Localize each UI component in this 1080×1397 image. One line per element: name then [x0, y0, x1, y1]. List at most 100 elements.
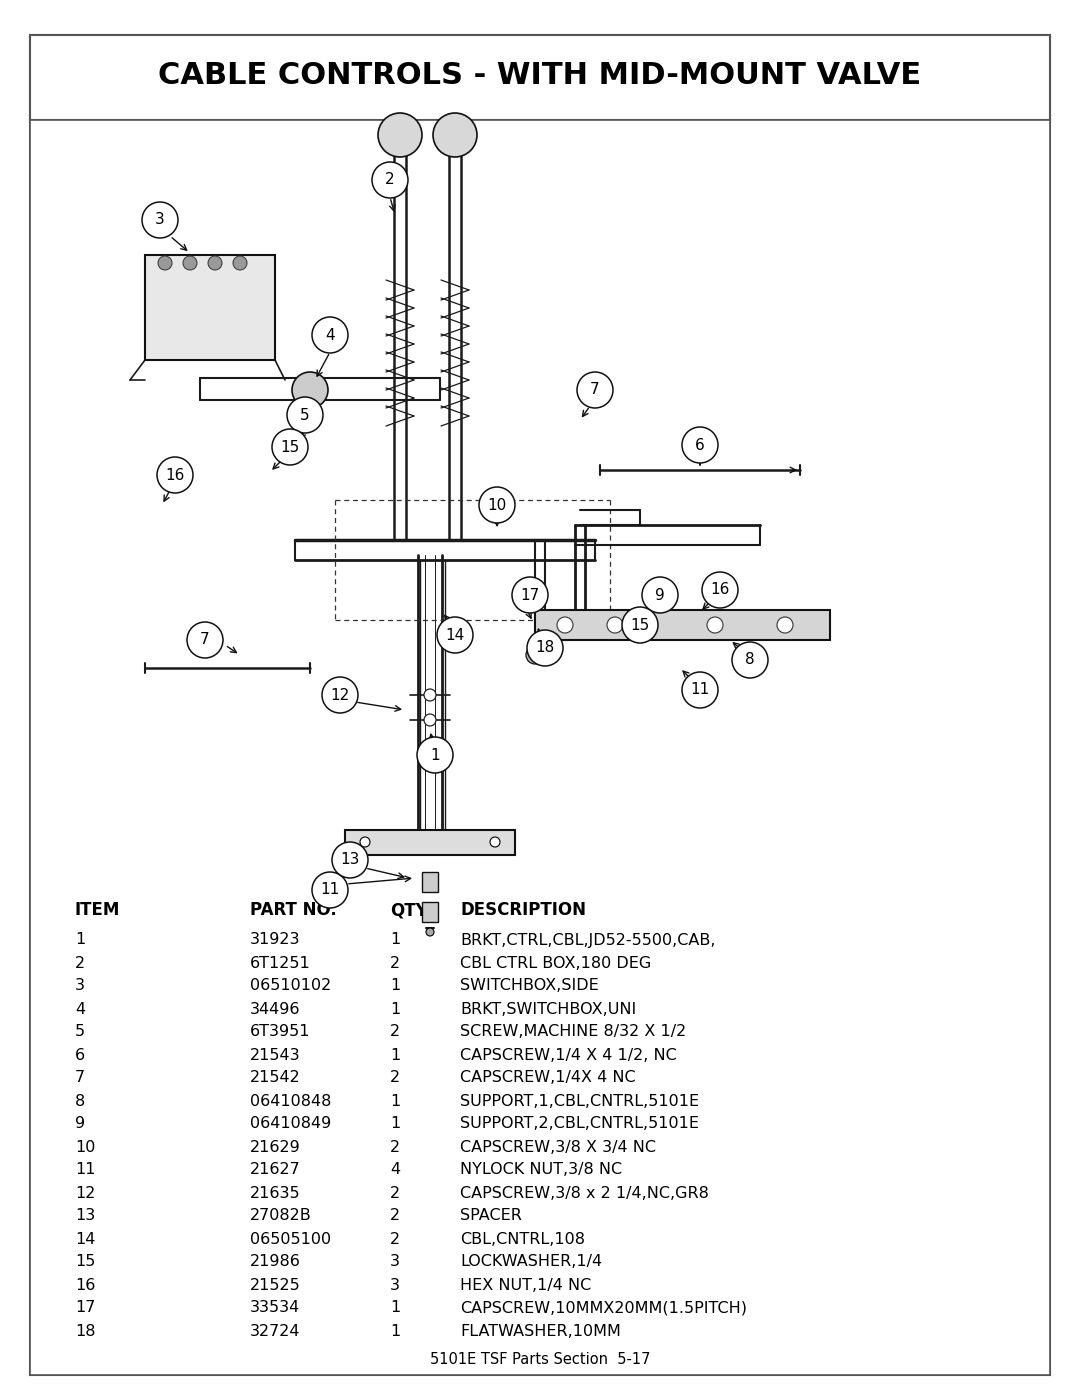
- Text: 2: 2: [390, 1232, 400, 1246]
- Text: 2: 2: [75, 956, 85, 971]
- Bar: [422, 902, 438, 922]
- Text: 9: 9: [75, 1116, 85, 1132]
- Circle shape: [702, 571, 738, 608]
- Text: 15: 15: [75, 1255, 95, 1270]
- Text: 10: 10: [75, 1140, 95, 1154]
- Text: 2: 2: [390, 1070, 400, 1085]
- Circle shape: [642, 577, 678, 613]
- Circle shape: [424, 714, 436, 726]
- Circle shape: [433, 113, 477, 156]
- Text: 1: 1: [390, 933, 401, 947]
- Circle shape: [292, 372, 328, 408]
- Text: FLATWASHER,10MM: FLATWASHER,10MM: [460, 1323, 621, 1338]
- Circle shape: [577, 372, 613, 408]
- Circle shape: [233, 256, 247, 270]
- Text: 06510102: 06510102: [249, 978, 332, 993]
- Text: 18: 18: [75, 1323, 95, 1338]
- Circle shape: [378, 113, 422, 156]
- Text: 6T3951: 6T3951: [249, 1024, 311, 1039]
- Text: 1: 1: [75, 933, 85, 947]
- Text: 11: 11: [690, 683, 710, 697]
- Circle shape: [424, 689, 436, 701]
- Circle shape: [707, 617, 723, 633]
- Circle shape: [490, 837, 500, 847]
- Text: 1: 1: [430, 747, 440, 763]
- Text: SUPPORT,2,CBL,CNTRL,5101E: SUPPORT,2,CBL,CNTRL,5101E: [460, 1116, 699, 1132]
- Text: 7: 7: [200, 633, 210, 647]
- Text: 6T1251: 6T1251: [249, 956, 311, 971]
- Text: 11: 11: [321, 883, 339, 897]
- Text: 06410849: 06410849: [249, 1116, 332, 1132]
- Text: 14: 14: [75, 1232, 95, 1246]
- Bar: [30, 35, 1050, 120]
- Text: 8: 8: [745, 652, 755, 668]
- Text: 17: 17: [75, 1301, 95, 1316]
- Text: 16: 16: [711, 583, 730, 598]
- Text: BRKT,SWITCHBOX,UNI: BRKT,SWITCHBOX,UNI: [460, 1002, 636, 1017]
- Text: DESCRIPTION: DESCRIPTION: [460, 901, 586, 919]
- Text: 3: 3: [156, 212, 165, 228]
- Text: 21629: 21629: [249, 1140, 300, 1154]
- Text: 12: 12: [75, 1186, 95, 1200]
- Text: 1: 1: [390, 1094, 401, 1108]
- Text: 7: 7: [75, 1070, 85, 1085]
- Text: 1: 1: [390, 1048, 401, 1063]
- Circle shape: [332, 842, 368, 877]
- Circle shape: [272, 429, 308, 465]
- Bar: [422, 872, 438, 893]
- Circle shape: [557, 617, 573, 633]
- Text: 5: 5: [75, 1024, 85, 1039]
- Circle shape: [157, 457, 193, 493]
- Text: PART NO.: PART NO.: [249, 901, 337, 919]
- Text: CAPSCREW,1/4X 4 NC: CAPSCREW,1/4X 4 NC: [460, 1070, 636, 1085]
- Text: 6: 6: [75, 1048, 85, 1063]
- Text: LOCKWASHER,1/4: LOCKWASHER,1/4: [460, 1255, 603, 1270]
- Circle shape: [526, 645, 544, 664]
- Bar: [345, 830, 515, 855]
- Text: 21542: 21542: [249, 1070, 300, 1085]
- Circle shape: [527, 630, 563, 666]
- Circle shape: [426, 928, 434, 936]
- Text: 21543: 21543: [249, 1048, 300, 1063]
- Text: 11: 11: [75, 1162, 95, 1178]
- Text: CABLE CONTROLS - WITH MID-MOUNT VALVE: CABLE CONTROLS - WITH MID-MOUNT VALVE: [159, 60, 921, 89]
- Text: SUPPORT,1,CBL,CNTRL,5101E: SUPPORT,1,CBL,CNTRL,5101E: [460, 1094, 699, 1108]
- Text: 21627: 21627: [249, 1162, 300, 1178]
- Text: SCREW,MACHINE 8/32 X 1/2: SCREW,MACHINE 8/32 X 1/2: [460, 1024, 686, 1039]
- Text: 14: 14: [445, 627, 464, 643]
- Circle shape: [360, 837, 370, 847]
- Text: 31923: 31923: [249, 933, 300, 947]
- Circle shape: [208, 256, 222, 270]
- Text: 10: 10: [487, 497, 507, 513]
- Text: CAPSCREW,1/4 X 4 1/2, NC: CAPSCREW,1/4 X 4 1/2, NC: [460, 1048, 677, 1063]
- Text: 17: 17: [521, 588, 540, 602]
- Text: 15: 15: [281, 440, 299, 454]
- Text: 1: 1: [390, 1002, 401, 1017]
- Circle shape: [183, 256, 197, 270]
- Text: 7: 7: [590, 383, 599, 398]
- Text: 13: 13: [340, 852, 360, 868]
- Text: 3: 3: [75, 978, 85, 993]
- Circle shape: [141, 203, 178, 237]
- Text: 12: 12: [330, 687, 350, 703]
- Text: 9: 9: [656, 588, 665, 602]
- Text: 3: 3: [390, 1277, 400, 1292]
- Circle shape: [512, 577, 548, 613]
- Text: BRKT,CTRL,CBL,JD52-5500,CAB,: BRKT,CTRL,CBL,JD52-5500,CAB,: [460, 933, 715, 947]
- Text: 2: 2: [386, 172, 395, 187]
- Text: CAPSCREW,3/8 x 2 1/4,NC,GR8: CAPSCREW,3/8 x 2 1/4,NC,GR8: [460, 1186, 708, 1200]
- Text: 8: 8: [75, 1094, 85, 1108]
- Text: 2: 2: [390, 1208, 400, 1224]
- Text: SPACER: SPACER: [460, 1208, 522, 1224]
- Text: 1: 1: [390, 978, 401, 993]
- Text: 21986: 21986: [249, 1255, 301, 1270]
- Text: 2: 2: [390, 956, 400, 971]
- Bar: [30, 120, 1050, 1375]
- Circle shape: [681, 427, 718, 462]
- Circle shape: [287, 397, 323, 433]
- Circle shape: [312, 872, 348, 908]
- Text: CBL CTRL BOX,180 DEG: CBL CTRL BOX,180 DEG: [460, 956, 651, 971]
- Text: 4: 4: [390, 1162, 400, 1178]
- Text: 33534: 33534: [249, 1301, 300, 1316]
- Circle shape: [607, 617, 623, 633]
